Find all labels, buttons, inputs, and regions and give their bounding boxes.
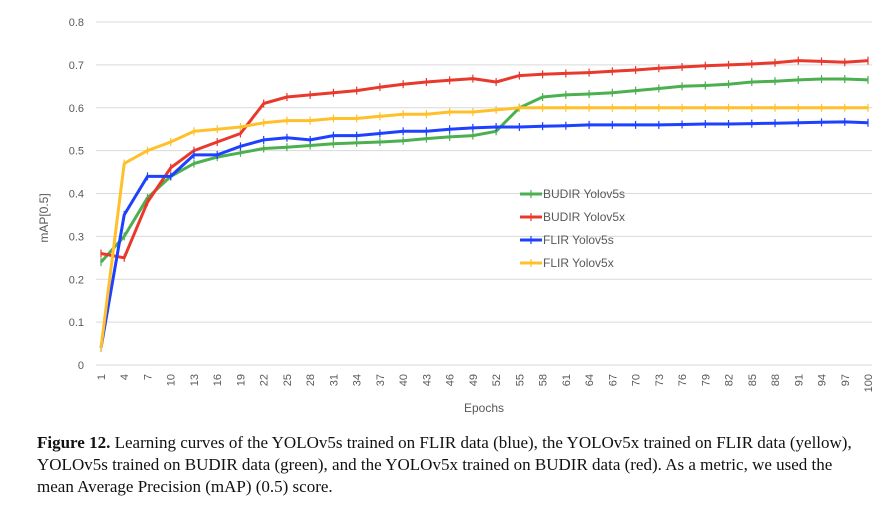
figure-caption: Figure 12. Learning curves of the YOLOv5… <box>37 432 867 498</box>
x-tick-label: 37 <box>375 374 387 386</box>
x-tick-label: 76 <box>677 374 689 386</box>
y-tick-label: 0.1 <box>69 317 84 329</box>
caption-text: Learning curves of the YOLOv5s trained o… <box>37 433 852 496</box>
y-tick-label: 0.5 <box>69 146 84 158</box>
x-tick-label: 13 <box>189 374 201 386</box>
series-line-budir-yolov5x <box>100 59 869 260</box>
x-tick-label: 25 <box>282 374 294 386</box>
x-tick-label: 34 <box>352 374 364 386</box>
x-tick-label: 31 <box>328 374 340 386</box>
x-tick-label: 10 <box>166 374 178 386</box>
y-axis-ticks: 0 0.1 0.2 0.3 0.4 0.5 0.6 0.7 0.8 <box>69 17 84 372</box>
x-tick-label: 19 <box>235 374 247 386</box>
x-tick-label: 28 <box>305 374 317 386</box>
x-tick-label: 46 <box>445 374 457 386</box>
learning-curves-chart: 0 0.1 0.2 0.3 0.4 0.5 0.6 0.7 0.8 1 4 7 10 13 16 19 22 2… <box>37 17 875 415</box>
x-tick-label: 94 <box>817 374 829 386</box>
series-lines <box>99 56 869 352</box>
x-tick-label: 1 <box>96 374 108 380</box>
legend: BUDIR Yolov5s BUDIR Yolov5x FLIR Yolov5s FL… <box>520 187 625 270</box>
x-tick-label: 85 <box>747 374 759 386</box>
caption-label: Figure 12. <box>37 433 111 452</box>
x-tick-label: 70 <box>631 374 643 386</box>
y-tick-label: 0.3 <box>69 231 84 243</box>
x-tick-label: 64 <box>584 374 596 386</box>
x-tick-label: 82 <box>724 374 736 386</box>
x-axis-title: Epochs <box>464 401 504 415</box>
y-tick-label: 0 <box>78 360 84 372</box>
y-tick-label: 0.4 <box>69 189 84 201</box>
x-tick-label: 88 <box>770 374 782 386</box>
legend-label-budir-yolov5x: BUDIR Yolov5x <box>543 210 625 224</box>
x-tick-label: 73 <box>654 374 666 386</box>
x-tick-label: 49 <box>468 374 480 386</box>
x-axis-ticks: 1 4 7 10 13 16 19 22 25 28 31 34 37 40 43 46 49 52 55 58 61 6… <box>96 374 875 392</box>
legend-label-flir-yolov5x: FLIR Yolov5x <box>543 256 614 270</box>
legend-label-flir-yolov5s: FLIR Yolov5s <box>543 233 614 247</box>
x-tick-label: 16 <box>212 374 224 386</box>
x-tick-label: 91 <box>793 374 805 386</box>
y-tick-label: 0.2 <box>69 274 84 286</box>
x-tick-label: 7 <box>142 374 154 380</box>
y-tick-label: 0.7 <box>69 60 84 72</box>
x-tick-label: 43 <box>421 374 433 386</box>
x-tick-label: 4 <box>119 374 131 380</box>
x-tick-label: 52 <box>491 374 503 386</box>
x-tick-label: 40 <box>398 374 410 386</box>
x-tick-label: 97 <box>840 374 852 386</box>
x-tick-label: 61 <box>561 374 573 386</box>
y-axis-title: mAP[0.5] <box>37 193 51 242</box>
y-tick-label: 0.8 <box>69 17 84 29</box>
series-line-budir-yolov5s <box>99 77 869 264</box>
x-tick-label: 67 <box>607 374 619 386</box>
legend-label-budir-yolov5s: BUDIR Yolov5s <box>543 187 625 201</box>
x-tick-label: 55 <box>514 374 526 386</box>
x-tick-label: 79 <box>700 374 712 386</box>
x-tick-label: 22 <box>259 374 271 386</box>
series-line-flir-yolov5s <box>99 120 869 349</box>
x-tick-label: 100 <box>863 374 875 392</box>
x-tick-label: 58 <box>538 374 550 386</box>
y-tick-label: 0.6 <box>69 103 84 115</box>
series-line-flir-yolov5x <box>99 106 868 349</box>
gridlines <box>96 21 872 366</box>
